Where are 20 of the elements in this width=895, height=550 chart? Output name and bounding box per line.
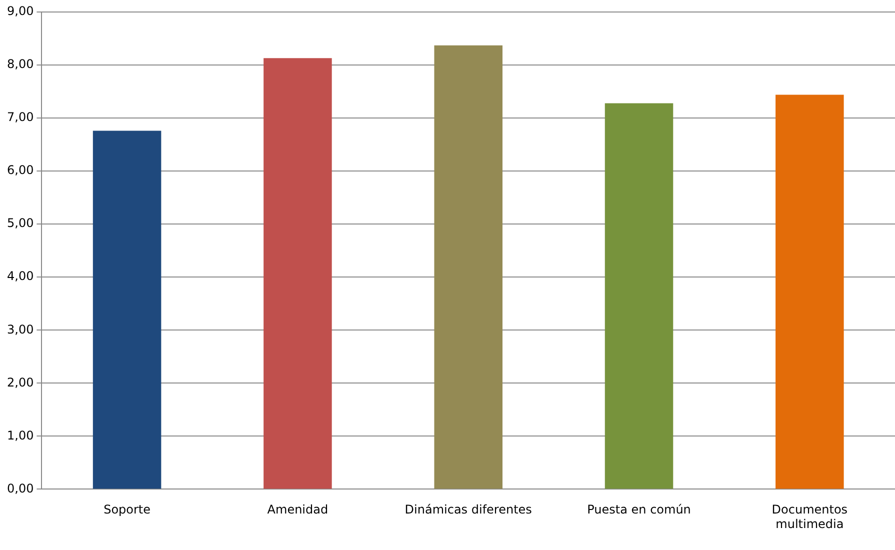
x-tick-label: Documentos multimedia	[772, 502, 848, 531]
y-tick-label: 8,00	[7, 57, 34, 72]
y-tick-label: 7,00	[7, 110, 34, 124]
y-tick-label: 6,00	[7, 163, 34, 178]
y-tick-label: 1,00	[7, 428, 34, 442]
x-tick-label: Soporte	[104, 502, 151, 517]
bar	[264, 58, 332, 489]
y-tick-label: 3,00	[7, 322, 34, 336]
bar	[92, 130, 162, 489]
bar	[434, 45, 502, 489]
bar	[776, 94, 844, 489]
y-tick-label: 4,00	[7, 269, 34, 284]
y-tick-label: 9,00	[7, 4, 34, 18]
y-tick-label: 2,00	[7, 375, 34, 390]
x-tick-label: Puesta en común	[587, 502, 691, 517]
y-tick-label: 0,00	[7, 481, 34, 496]
x-tick-label: Amenidad	[267, 502, 328, 517]
x-tick-label: Dinámicas diferentes	[404, 502, 532, 517]
bar	[604, 103, 674, 489]
y-tick-label: 5,00	[7, 216, 34, 230]
